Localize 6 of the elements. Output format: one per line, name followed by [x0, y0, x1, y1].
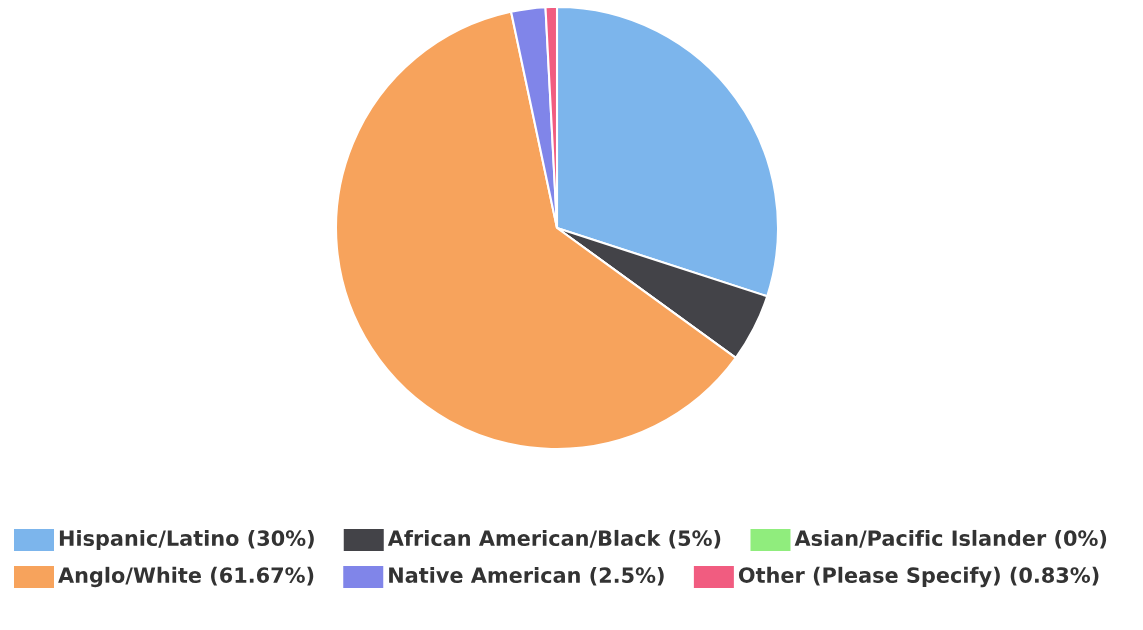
legend-label: Other (Please Specify) (0.83%): [738, 566, 1099, 588]
legend-label: Hispanic/Latino (30%): [59, 529, 314, 551]
legend-label: Native American (2.5%): [389, 566, 664, 586]
legend-label: Anglo/White (61.67%): [58, 566, 314, 588]
legend-label: African American/Black (5%): [387, 529, 721, 549]
legend-label: Asian/Pacific Islander (0%): [794, 529, 1107, 549]
